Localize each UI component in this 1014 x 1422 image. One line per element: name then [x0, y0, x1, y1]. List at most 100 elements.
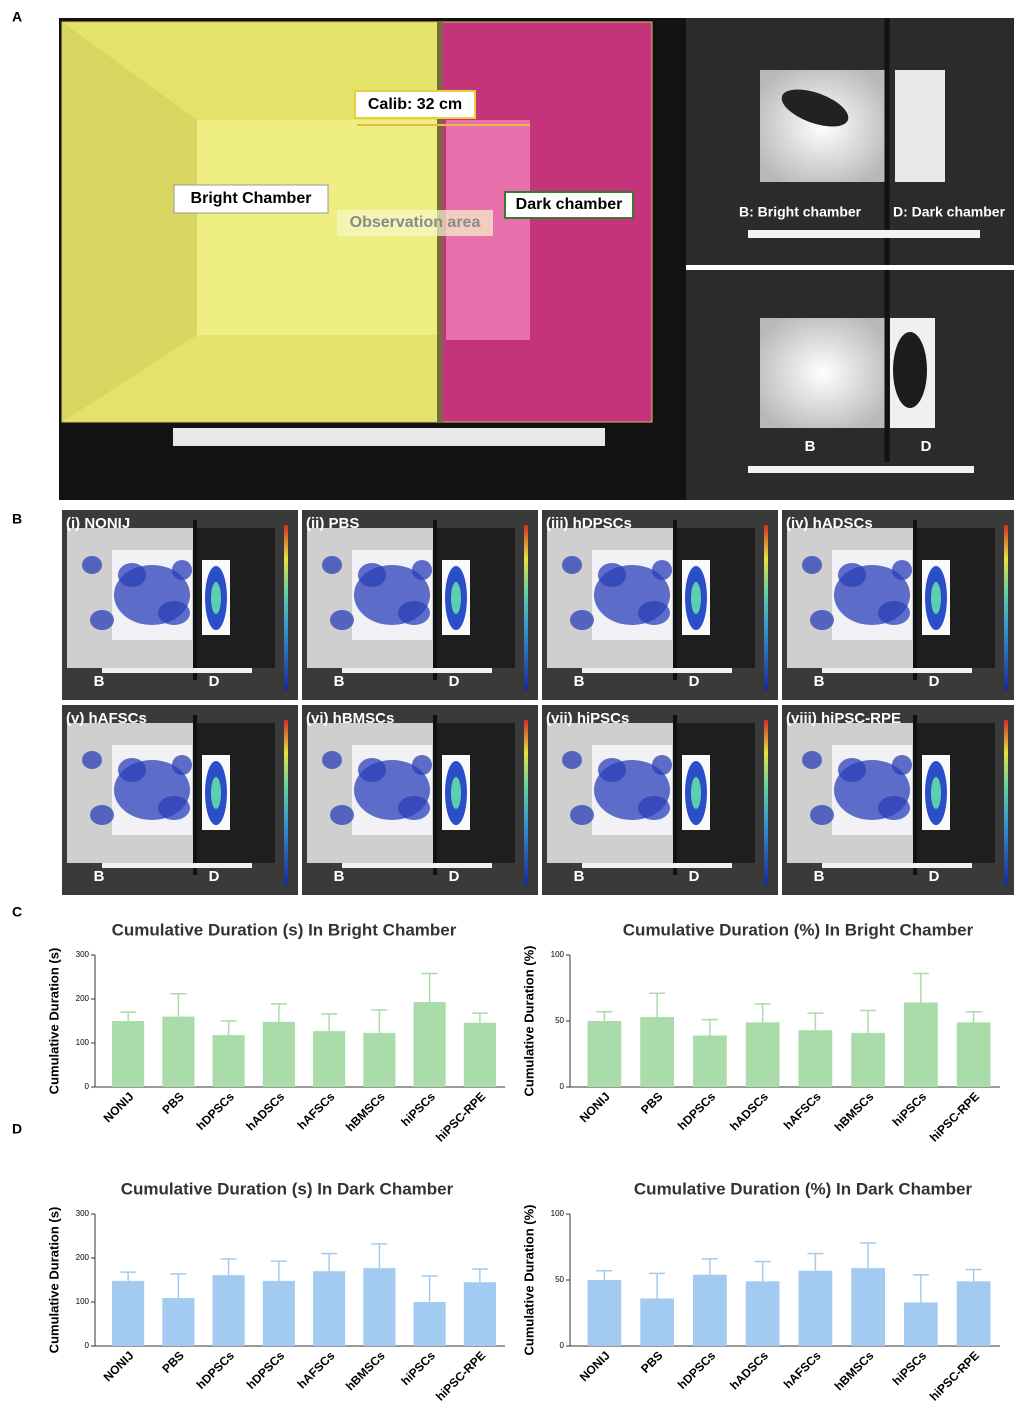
heat-core — [691, 582, 701, 614]
bar — [904, 1003, 938, 1087]
heat-blob — [598, 758, 626, 782]
dark-label: D — [929, 673, 940, 690]
heat-blob — [322, 751, 342, 769]
heat-blob — [570, 805, 594, 825]
error-bar — [472, 1013, 488, 1023]
lamp — [748, 466, 974, 473]
dark-label: D — [209, 673, 220, 690]
error-bar — [170, 994, 186, 1017]
x-tick-label: hiPSC-RPE — [927, 1348, 982, 1403]
colorbar — [524, 525, 528, 690]
y-axis-label: Cumulative Duration (s) — [46, 948, 61, 1095]
chart-title: Cumulative Duration (%) In Dark Chamber — [634, 1179, 973, 1198]
x-tick-label: hADSCs — [727, 1089, 771, 1133]
heat-blob — [802, 751, 822, 769]
heat-core — [211, 777, 221, 809]
heat-blob — [172, 560, 192, 580]
bar — [363, 1268, 395, 1346]
x-tick-label: NONIJ — [577, 1348, 613, 1384]
heat-blob — [412, 755, 432, 775]
legend-bright: B: Bright chamber — [739, 204, 862, 220]
dark-wall — [895, 70, 945, 182]
bright-short: B — [805, 438, 816, 455]
x-tick-label: hiPSC-RPE — [927, 1089, 982, 1144]
tile-label: (i) NONIJ — [66, 515, 130, 532]
bar — [313, 1271, 345, 1346]
y-tick-label: 100 — [551, 950, 565, 959]
tile-label: (ii) PBS — [306, 515, 359, 532]
error-bar — [807, 1013, 823, 1030]
heat-blob — [330, 610, 354, 630]
x-tick-label: hADSCs — [727, 1348, 771, 1392]
heat-core — [451, 582, 461, 614]
lamp — [582, 668, 732, 673]
error-bar — [321, 1254, 337, 1272]
heat-blob — [838, 758, 866, 782]
bright-label: B — [814, 673, 825, 690]
heat-blob — [118, 563, 146, 587]
colorbar — [1004, 525, 1008, 690]
y-tick-label: 0 — [85, 1341, 90, 1350]
error-bar — [271, 1261, 287, 1281]
heat-blob — [90, 610, 114, 630]
bar — [162, 1017, 194, 1087]
error-bar — [807, 1254, 823, 1271]
legend-dark: D: Dark chamber — [893, 204, 1006, 220]
heat-core — [211, 582, 221, 614]
error-bar — [966, 1012, 982, 1023]
chart-title: Cumulative Duration (%) In Bright Chambe… — [623, 920, 974, 939]
heat-core — [931, 777, 941, 809]
bar — [587, 1280, 621, 1346]
bar — [162, 1298, 194, 1346]
bar — [213, 1035, 245, 1087]
dark-label: D — [929, 868, 940, 885]
bar — [746, 1281, 780, 1346]
heat-blob — [358, 758, 386, 782]
x-tick-label: hDPSCs — [194, 1348, 238, 1392]
heat-blob — [158, 796, 190, 820]
charts: Cumulative Duration (s) In Bright Chambe… — [46, 920, 1000, 1403]
error-bar — [913, 1275, 929, 1303]
lamp — [342, 668, 492, 673]
bright-label: B — [334, 673, 345, 690]
x-tick-label: hAFSCs — [781, 1089, 824, 1132]
heat-blob — [330, 805, 354, 825]
heat-blob — [892, 560, 912, 580]
heat-blob — [82, 751, 102, 769]
colorbar — [524, 720, 528, 885]
y-tick-label: 100 — [76, 1038, 90, 1047]
x-tick-label: hADSCs — [243, 1089, 287, 1133]
x-tick-label: hiPSCs — [890, 1348, 930, 1388]
y-tick-label: 200 — [76, 994, 90, 1003]
x-tick-label: hiPSCs — [890, 1089, 930, 1129]
error-bar — [221, 1021, 237, 1035]
y-tick-label: 200 — [76, 1253, 90, 1262]
error-bar — [649, 1273, 665, 1298]
x-tick-label: hDPSCs — [194, 1089, 238, 1133]
y-tick-label: 0 — [560, 1341, 565, 1350]
colorbar — [1004, 720, 1008, 885]
dark-label: D — [209, 868, 220, 885]
heat-blob — [838, 563, 866, 587]
bar — [640, 1298, 674, 1346]
bar — [798, 1030, 832, 1087]
lamp — [582, 863, 732, 868]
x-tick-label: NONIJ — [577, 1089, 613, 1125]
heat-blob — [90, 805, 114, 825]
dark-chamber-label: Dark chamber — [516, 196, 623, 213]
bar — [851, 1033, 885, 1087]
error-bar — [913, 973, 929, 1002]
x-tick-label: hBMSCs — [832, 1089, 877, 1134]
bar — [904, 1302, 938, 1346]
bar — [263, 1281, 295, 1346]
lamp — [173, 428, 605, 446]
error-bar — [966, 1269, 982, 1281]
error-bar — [120, 1012, 136, 1021]
chart-title: Cumulative Duration (s) In Bright Chambe… — [112, 920, 457, 939]
dark-short: D — [921, 438, 932, 455]
bright-label: B — [94, 868, 105, 885]
heat-blob — [412, 560, 432, 580]
error-bar — [755, 1004, 771, 1022]
bar — [213, 1275, 245, 1346]
heat-blob — [358, 563, 386, 587]
